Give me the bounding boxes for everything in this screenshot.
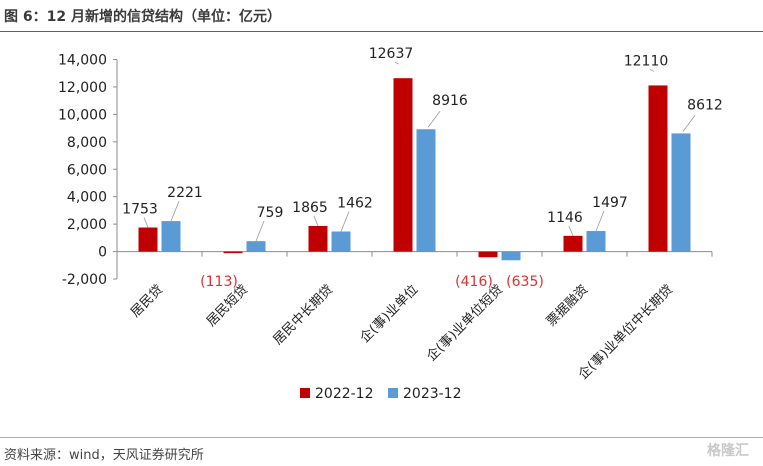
y-tick-label: 6,000 (67, 162, 107, 178)
y-tick-label: 0 (98, 245, 107, 261)
leader-line (427, 111, 441, 128)
leader-line (340, 211, 350, 232)
category-label: 企(事)业单位 (357, 282, 421, 346)
data-label: 8612 (687, 97, 723, 113)
bar-2022-12-6 (648, 85, 668, 252)
data-label: 12637 (369, 46, 414, 62)
leader-line (394, 61, 400, 65)
bar-2023-12-1 (246, 241, 266, 252)
bar-2022-12-5 (563, 235, 583, 252)
bar-2022-12-0 (138, 227, 158, 252)
data-label: (416) (455, 274, 493, 290)
legend-swatch (388, 388, 398, 398)
data-label: 759 (257, 205, 284, 221)
leader-line (170, 200, 180, 222)
bar-2023-12-2 (331, 231, 351, 252)
y-tick-label: 10,000 (58, 107, 107, 123)
category-label: 居民贷 (128, 282, 166, 320)
data-label: 1462 (337, 196, 373, 212)
legend-label: 2022-12 (315, 386, 374, 402)
category-label: 票据融资 (544, 282, 591, 329)
bar-2022-12-3 (393, 78, 413, 252)
chart-title: 图 6：12 月新增的信贷结构（单位：亿元） (4, 9, 281, 25)
bar-2022-12-2 (308, 225, 328, 252)
y-tick-label: 12,000 (58, 80, 107, 96)
leader-line (568, 225, 574, 236)
data-label: 1753 (122, 202, 158, 218)
y-tick-label: 4,000 (67, 190, 107, 206)
bar-2023-12-3 (416, 129, 436, 252)
legend-swatch (300, 388, 310, 398)
data-label: (113) (200, 274, 238, 290)
bar-2023-12-5 (586, 231, 606, 252)
leader-line (255, 221, 265, 242)
leader-line (682, 115, 696, 132)
y-tick-label: 2,000 (67, 217, 107, 233)
bar-2023-12-4 (501, 251, 521, 261)
data-label: 12110 (624, 53, 669, 69)
bar-2022-12-4 (478, 251, 498, 258)
category-label: 居民中长期贷 (271, 282, 337, 348)
data-label: 1146 (547, 210, 583, 226)
y-tick-label: -2,000 (62, 272, 107, 288)
data-label: (635) (506, 274, 544, 290)
category-label: 企(事)业单位中长期贷 (575, 282, 676, 383)
data-label: 1497 (592, 195, 628, 211)
leader-line (313, 215, 319, 227)
y-tick-label: 14,000 (58, 53, 107, 69)
bar-2023-12-6 (671, 133, 691, 252)
leader-line (595, 210, 605, 232)
data-label: 8916 (432, 93, 468, 109)
category-label: 企(事)业单位短贷 (423, 282, 506, 365)
title-divider (0, 31, 763, 32)
legend-label: 2023-12 (403, 386, 462, 402)
bar-2023-12-0 (161, 221, 181, 252)
data-label: 2221 (167, 185, 203, 201)
leader-line (143, 217, 149, 228)
data-label: 1865 (292, 200, 328, 216)
source-note: 资料来源：wind，天风证券研究所 (4, 448, 204, 463)
footer-divider (0, 437, 763, 438)
watermark-logo: 格隆汇 (707, 443, 749, 459)
leader-line (649, 69, 655, 72)
y-tick-label: 8,000 (67, 135, 107, 151)
bar-2022-12-1 (223, 251, 243, 254)
